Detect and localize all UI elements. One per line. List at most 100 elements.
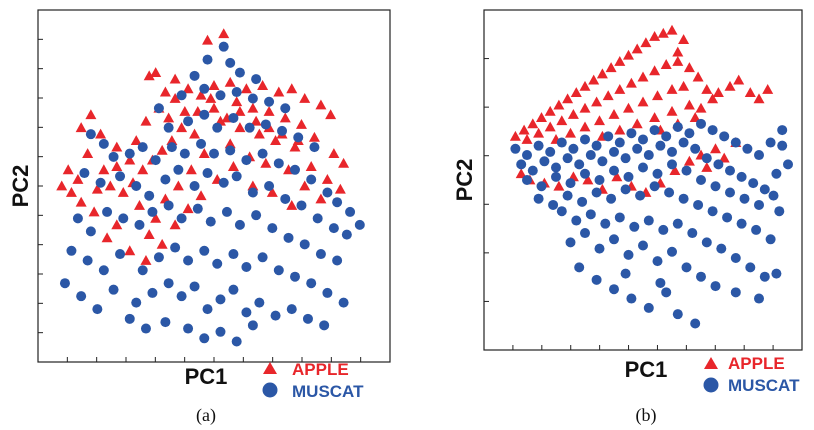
panel-a-apple-point <box>163 112 175 123</box>
panel-a-apple-point <box>305 161 317 171</box>
panel-b-apple-point <box>678 34 690 44</box>
panel-a-muscat-point <box>273 158 284 169</box>
panel-a-apple-point <box>289 141 301 152</box>
panel-a-apple-point <box>328 148 340 158</box>
panel-b-muscat-point <box>722 212 733 223</box>
panel-a-apple-point <box>111 141 123 152</box>
panel-b-muscat-point <box>716 243 727 254</box>
panel-b-muscat-point <box>614 137 625 148</box>
panel-b-apple-point <box>596 68 608 79</box>
panel-b-muscat-point <box>710 281 721 292</box>
panel-a-muscat-point <box>306 278 317 289</box>
panel-a-apple-point <box>150 212 162 223</box>
panel-b-muscat-point <box>591 187 602 198</box>
panel-b-apple-point <box>666 84 678 94</box>
panel-a-muscat-point <box>196 138 207 149</box>
panel-a-muscat-point <box>137 265 148 276</box>
panel-a-muscat-point <box>290 271 300 282</box>
panel-b-legend-apple-label: APPLE <box>728 354 785 373</box>
panel-a-apple-point <box>325 109 337 120</box>
panel-a-muscat-point <box>137 142 148 153</box>
panel-a-muscat-point <box>147 287 158 298</box>
panel-b-muscat-point <box>655 140 666 151</box>
panel-a-apple-point <box>266 186 278 197</box>
panel-b-muscat-point <box>661 131 672 142</box>
panel-a-apple-point <box>279 112 291 123</box>
panel-b-muscat-point <box>632 143 643 154</box>
panel-b-muscat-point <box>551 162 561 173</box>
panel-b-apple-point <box>588 74 600 85</box>
panel-a-points <box>56 28 365 347</box>
panel-b-muscat-point <box>696 175 706 185</box>
panel-b-muscat-point <box>516 159 527 170</box>
panel-a-muscat-point <box>293 132 304 143</box>
panel-b-apple-point <box>579 102 591 113</box>
panel-b-xlabel: PC1 <box>625 357 668 382</box>
panel-b-muscat-point <box>591 140 602 151</box>
panel-a-muscat-point <box>131 297 142 308</box>
panel-a-apple-point <box>338 157 350 168</box>
panel-a-muscat-point <box>218 41 229 52</box>
panel-a-apple-point <box>321 174 333 184</box>
panel-a-muscat-point <box>98 265 109 276</box>
panel-b-apple-point <box>594 115 605 126</box>
panel-a-muscat-point <box>163 278 174 289</box>
panel-b-apple-point <box>666 24 678 35</box>
panel-a-muscat-point <box>173 164 184 175</box>
panel-b-muscat-point <box>667 246 677 257</box>
panel-b-muscat-point <box>754 293 764 304</box>
panel-a-muscat-point <box>241 262 252 272</box>
panel-b-muscat-point <box>759 271 770 282</box>
panel-b-muscat-point <box>736 171 747 182</box>
panel-b-frame <box>483 9 803 351</box>
panel-a-apple-point <box>169 93 181 103</box>
panel-a-apple-point <box>124 245 136 256</box>
panel-a-apple-point <box>257 80 269 90</box>
panel-b-apple-point <box>544 121 556 132</box>
panel-a-muscat-point <box>209 148 219 159</box>
panel-b-apple-point <box>637 71 649 82</box>
panel-a-apple-point <box>224 138 236 149</box>
panel-a-apple-point <box>143 70 155 81</box>
panel-b-muscat-point <box>707 206 718 217</box>
panel-b-apple-point <box>625 77 637 88</box>
panel-b-apple-point <box>509 130 521 141</box>
panel-a-legend-apple-marker <box>263 362 277 374</box>
panel-b-muscat-point <box>626 128 637 139</box>
panel-b-muscat-point <box>533 140 544 151</box>
panel-b-muscat-point <box>696 118 706 129</box>
panel-b-apple-point <box>521 133 533 144</box>
panel-a-muscat-point <box>199 109 210 120</box>
panel-a-legend-muscat-marker <box>262 382 278 398</box>
panel-a-apple-point <box>260 157 272 168</box>
panel-a-apple-point <box>205 93 217 103</box>
panel-b-muscat-point <box>527 165 538 176</box>
panel-b-muscat-point <box>562 190 573 201</box>
panel-a-muscat-point <box>131 181 142 191</box>
panel-a-apple-point <box>176 122 188 133</box>
panel-b-ylabel: PC2 <box>452 159 477 202</box>
panel-b-muscat-point <box>777 125 788 136</box>
panel-b-apple-point <box>753 93 765 104</box>
panel-b-apple-point <box>562 93 574 104</box>
panel-a-muscat-point <box>267 223 278 234</box>
panel-b: PC2 PC1 APPLE MUSCAT (b) <box>452 9 803 426</box>
panel-a-muscat-point <box>215 90 226 101</box>
panel-a-apple-point <box>117 186 129 197</box>
panel-b-ticks <box>484 58 774 350</box>
panel-a-muscat-point <box>108 151 119 162</box>
panel-a-muscat-point <box>144 190 155 201</box>
panel-a-muscat-point <box>192 203 203 214</box>
panel-b-apple-point <box>614 124 626 135</box>
panel-a-apple-point <box>247 180 259 191</box>
panel-b-muscat-point <box>591 274 602 285</box>
panel-b-muscat-point <box>574 159 585 170</box>
panel-b-apple-point <box>657 27 669 38</box>
panel-b-apple-point <box>701 84 713 94</box>
panel-b-muscat-point <box>754 150 764 161</box>
panel-a-apple-point <box>111 161 123 171</box>
panel-a-muscat-point <box>228 112 239 123</box>
panel-a-apple-point <box>156 238 168 249</box>
panel-a-muscat-point <box>244 122 255 133</box>
panel-a-muscat-point <box>228 284 239 295</box>
